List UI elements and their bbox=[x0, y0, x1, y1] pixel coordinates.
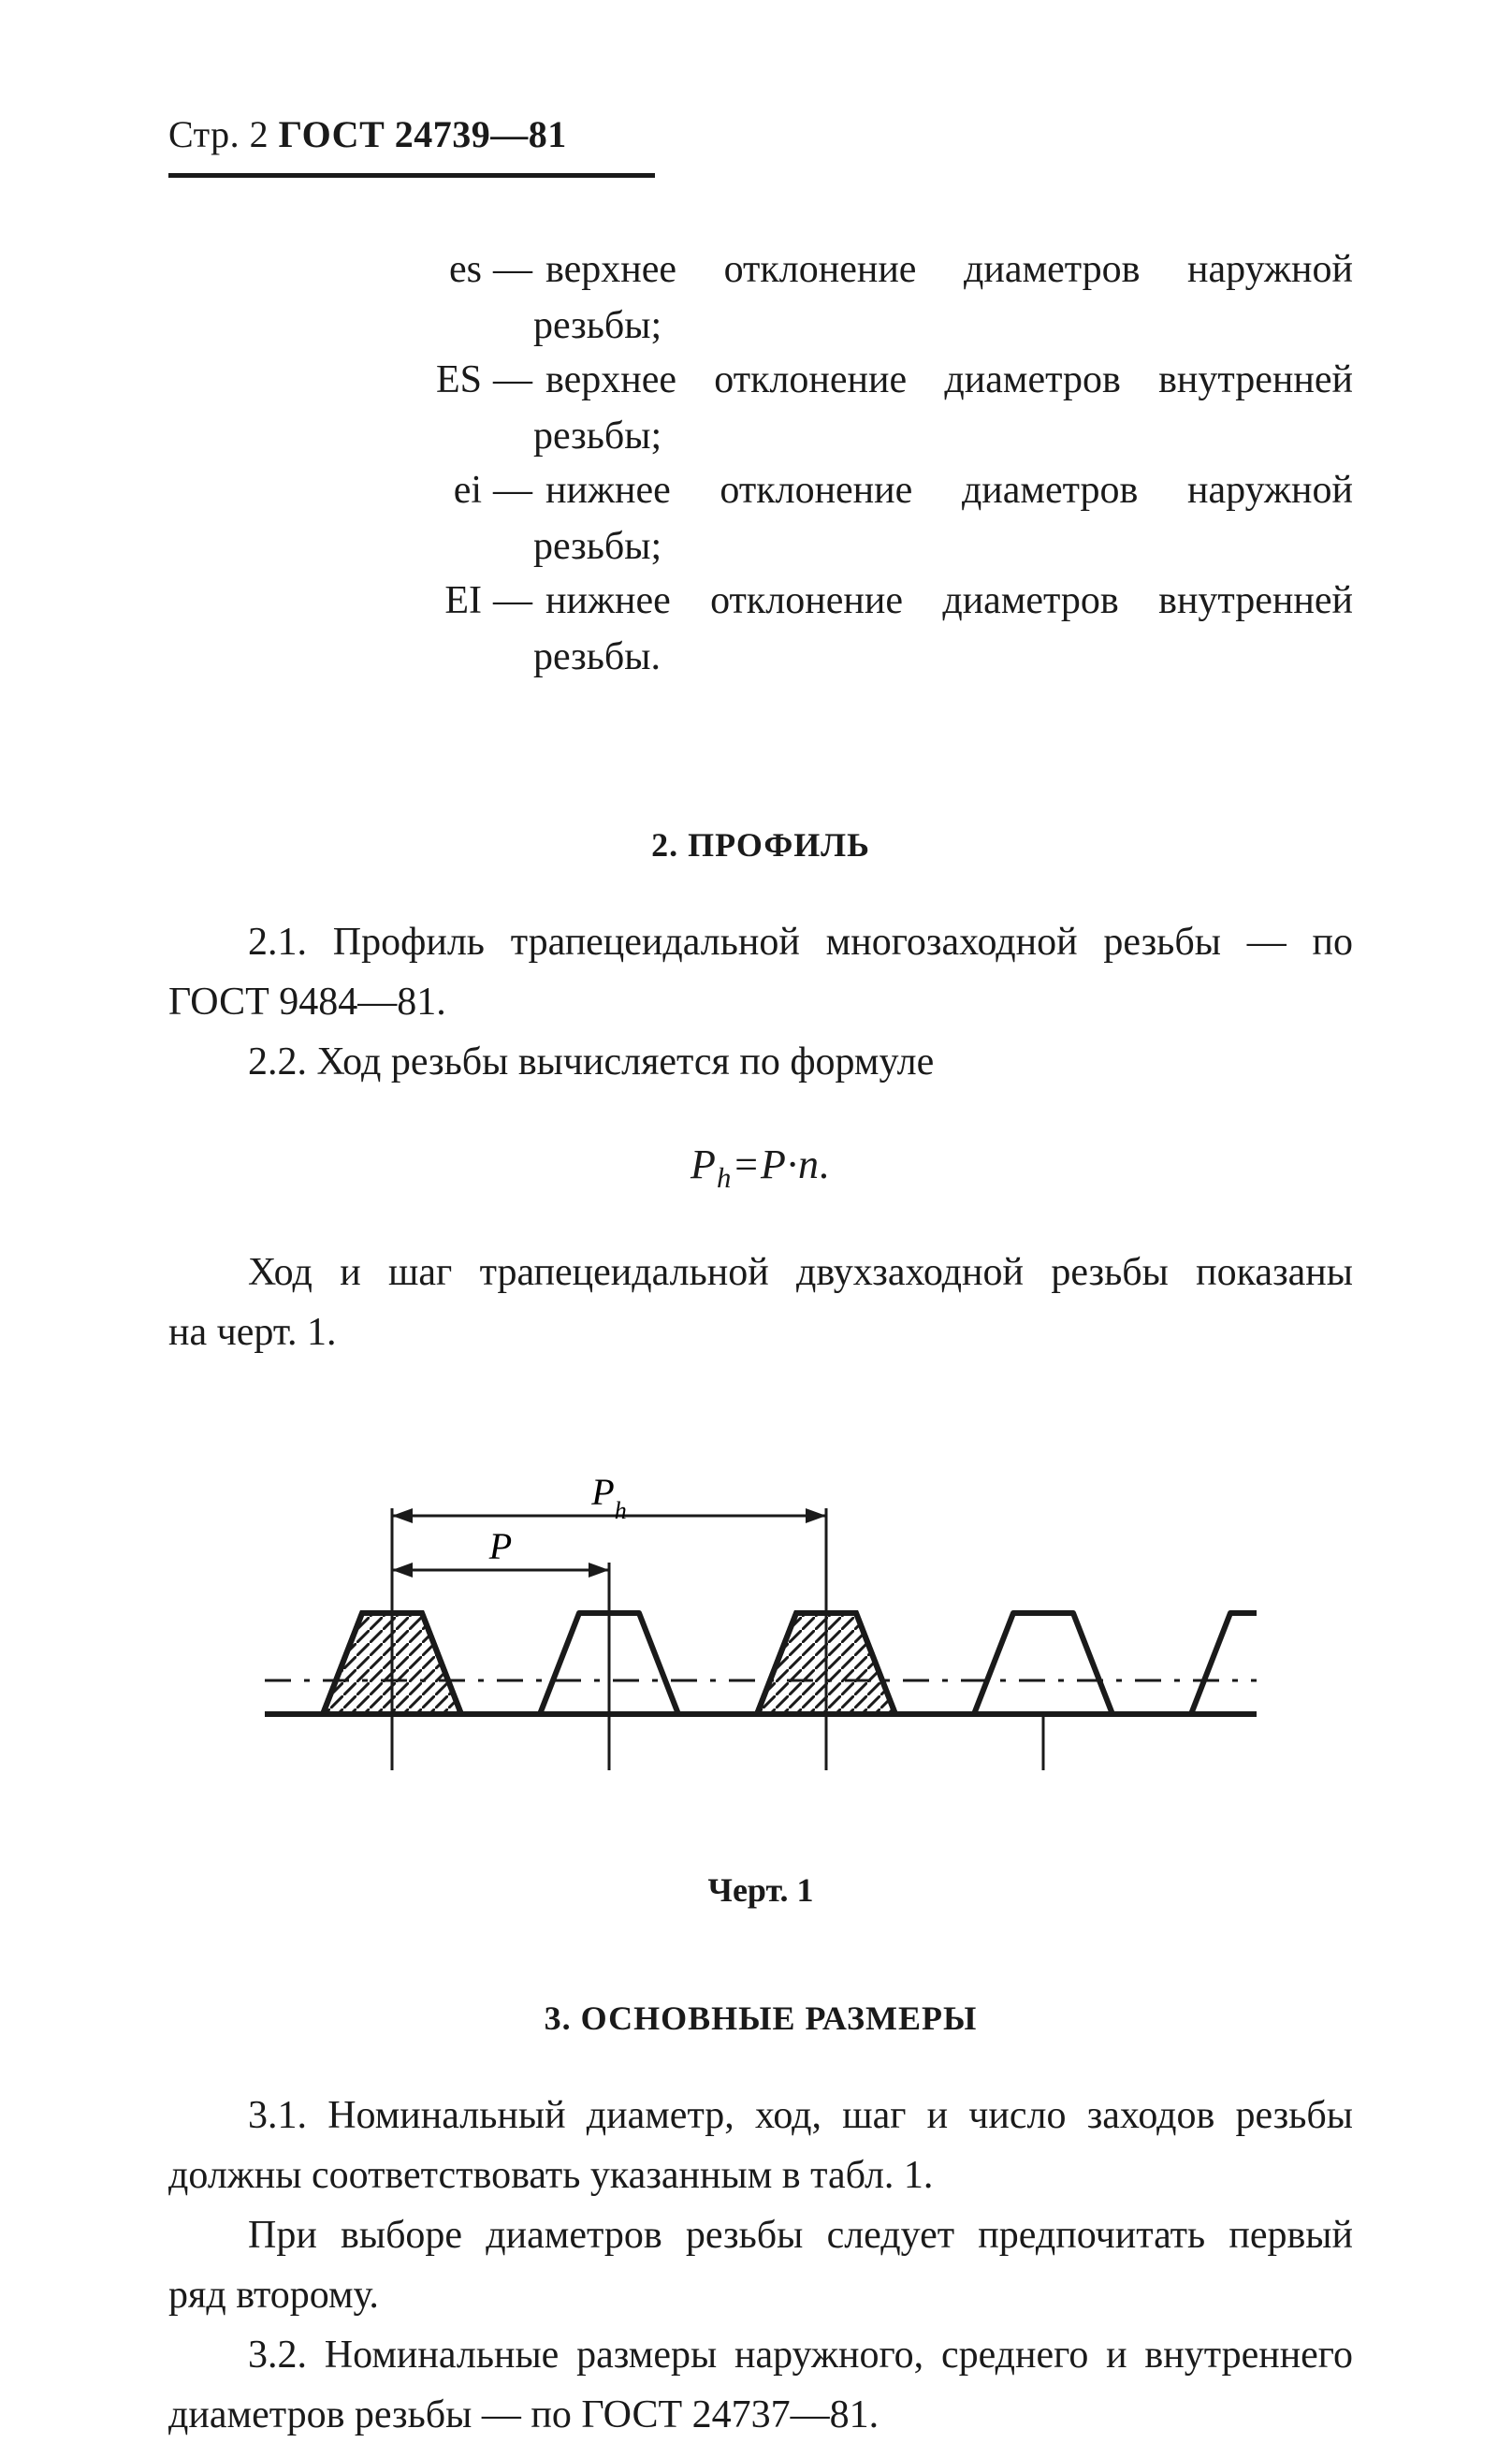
para-3-2-line1: 3.2. Номинальные размеры наружного, сред… bbox=[168, 2329, 1353, 2383]
page: Стр. 2 ГОСТ 24739—81 es—верхнее отклонен… bbox=[0, 0, 1512, 2268]
section-3-title: 3. ОСНОВНЫЕ РАЗМЕРЫ bbox=[168, 1999, 1353, 2038]
definition-label: ei bbox=[379, 464, 493, 518]
standard-code: ГОСТ 24739—81 bbox=[279, 113, 567, 155]
definition-row: EI—нижнее отклонение диаметров внутренне… bbox=[379, 574, 1353, 629]
para-2-2: 2.2. Ход резьбы вычисляется по формуле bbox=[168, 1036, 1353, 1090]
definition-dash: — bbox=[493, 243, 545, 298]
figure-1: PhP Черт. 1 bbox=[168, 1473, 1353, 1910]
para-3-pref-line2: ряд второму. bbox=[168, 2269, 1353, 2323]
svg-text:P: P bbox=[488, 1525, 512, 1567]
para-3-1-line2: должны соответствовать указанным в табл.… bbox=[168, 2149, 1353, 2203]
definition-row: es—верхнее отклонение диаметров наружной bbox=[379, 243, 1353, 298]
definition-label: ES bbox=[379, 354, 493, 408]
thread-profile-diagram: PhP bbox=[265, 1473, 1257, 1810]
para-2-3-line2: на черт. 1. bbox=[168, 1306, 1353, 1360]
definition-dash: — bbox=[493, 574, 545, 629]
definition-dash: — bbox=[493, 464, 545, 518]
para-3-2-line2: диаметров резьбы — по ГОСТ 24737—81. bbox=[168, 2389, 1353, 2443]
formula-text: Ph=P·n. bbox=[691, 1142, 831, 1187]
para-3-pref-line1: При выборе диаметров резьбы следует пред… bbox=[168, 2209, 1353, 2263]
para-2-1-line1: 2.1. Профиль трапецеидальной многозаходн… bbox=[168, 916, 1353, 970]
page-number: Стр. 2 bbox=[168, 113, 279, 155]
para-3-1-line1: 3.1. Номинальный диаметр, ход, шаг и чис… bbox=[168, 2089, 1353, 2144]
definition-text: нижнее отклонение диаметров внутренней bbox=[545, 574, 1353, 629]
para-2-1-line2: ГОСТ 9484—81. bbox=[168, 976, 1353, 1030]
definition-text: нижнее отклонение диаметров наружной bbox=[545, 464, 1353, 518]
definition-continuation: резьбы; bbox=[533, 410, 1353, 464]
definition-text: верхнее отклонение диаметров внутренней bbox=[545, 354, 1353, 408]
definition-label: EI bbox=[379, 574, 493, 629]
definition-dash: — bbox=[493, 354, 545, 408]
definition-row: ES—верхнее отклонение диаметров внутренн… bbox=[379, 354, 1353, 408]
definition-continuation: резьбы; bbox=[533, 299, 1353, 354]
definition-label: es bbox=[379, 243, 493, 298]
definitions-list: es—верхнее отклонение диаметров наружной… bbox=[379, 243, 1353, 685]
definition-text: верхнее отклонение диаметров наружной bbox=[545, 243, 1353, 298]
definition-row: ei—нижнее отклонение диаметров наружной bbox=[379, 464, 1353, 518]
definition-continuation: резьбы; bbox=[533, 520, 1353, 574]
para-2-3-line1: Ход и шаг трапецеидальной двухзаходной р… bbox=[168, 1246, 1353, 1301]
formula-ph: Ph=P·n. bbox=[168, 1141, 1353, 1195]
figure-caption: Черт. 1 bbox=[168, 1870, 1353, 1910]
section-2-title: 2. ПРОФИЛЬ bbox=[168, 825, 1353, 865]
page-header: Стр. 2 ГОСТ 24739—81 bbox=[168, 112, 655, 178]
definition-continuation: резьбы. bbox=[533, 631, 1353, 685]
